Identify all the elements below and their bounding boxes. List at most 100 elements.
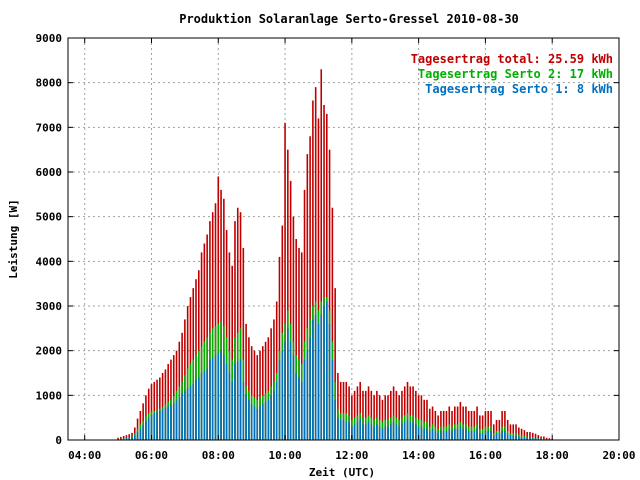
bar-total	[520, 428, 523, 440]
bar-serto1	[300, 381, 303, 440]
bar-serto1	[133, 435, 136, 440]
bar-serto1	[239, 359, 242, 440]
bar-serto1	[465, 428, 467, 440]
x-tick-label: 14:00	[402, 449, 435, 462]
bar-serto1	[306, 350, 309, 440]
bar-serto1	[456, 428, 459, 440]
y-axis-label: Leistung [W]	[7, 199, 20, 278]
bar-serto1	[139, 428, 142, 440]
bar-total	[125, 435, 128, 440]
bar-serto1	[434, 431, 437, 440]
bar-total	[259, 350, 261, 440]
bar-total	[270, 328, 272, 440]
bar-total	[317, 118, 320, 441]
bar-serto1	[275, 381, 278, 440]
bar-total	[356, 386, 359, 440]
bar-serto1	[534, 438, 537, 440]
bar-serto1	[195, 379, 197, 440]
bar-serto1	[317, 323, 320, 440]
bar-total	[545, 437, 548, 440]
bar-total	[289, 180, 292, 440]
bar-serto1	[234, 364, 236, 440]
bar-serto1	[337, 417, 339, 440]
legend-entry: Tagesertrag Serto 1: 8 kWh	[425, 82, 613, 96]
bar-serto1	[339, 419, 342, 440]
bar-serto1	[479, 433, 481, 440]
bar-total	[392, 386, 395, 440]
bar-total	[529, 431, 531, 440]
bar-total	[153, 381, 156, 440]
bar-serto1	[409, 422, 412, 440]
bar-serto1	[170, 405, 172, 440]
bar-total	[459, 402, 462, 440]
bar-total	[437, 415, 439, 440]
bar-serto1	[506, 433, 509, 440]
bar-serto1	[278, 359, 281, 440]
bar-total	[236, 207, 239, 440]
bar-serto1	[203, 370, 206, 440]
bar-serto1	[287, 328, 289, 440]
bar-total	[328, 149, 331, 441]
bar-serto1	[217, 352, 220, 440]
bar-total	[267, 337, 270, 440]
bar-serto1	[420, 426, 423, 440]
bar-total	[409, 386, 412, 440]
bar-serto1	[209, 359, 211, 440]
y-tick-label: 4000	[36, 255, 63, 268]
bar-total	[376, 390, 378, 440]
bar-serto1	[342, 419, 345, 440]
bar-serto1	[348, 422, 350, 440]
bar-serto1	[492, 435, 495, 440]
bar-total	[501, 410, 503, 440]
bar-total	[298, 247, 300, 440]
y-tick-label: 9000	[36, 32, 63, 45]
bar-total	[534, 433, 537, 440]
bar-serto1	[261, 404, 264, 440]
bar-serto1	[440, 431, 442, 440]
bar-serto1	[378, 426, 381, 440]
bar-total	[323, 105, 325, 440]
bar-total	[217, 176, 220, 440]
bar-total	[345, 381, 348, 440]
legend-entry: Tagesertrag total: 25.59 kWh	[411, 52, 613, 66]
x-tick-label: 16:00	[469, 449, 502, 462]
chart-title: Produktion Solaranlage Serto-Gressel 201…	[179, 12, 519, 26]
bar-total	[401, 390, 403, 440]
bar-total	[412, 386, 414, 440]
x-axis-ticks: 04:00 06:00 08:00 10:00 12:00 14:00 16:00 18:00…	[68, 38, 636, 462]
bar-serto1	[181, 393, 183, 440]
bar-serto1	[248, 399, 250, 440]
bar-total	[378, 395, 381, 440]
bar-serto1	[320, 314, 323, 440]
x-tick-label: 10:00	[268, 449, 301, 462]
y-tick-label: 7000	[36, 121, 63, 134]
bar-serto1	[501, 431, 503, 440]
bar-serto1	[403, 422, 406, 440]
bar-total	[314, 87, 317, 440]
bar-total	[504, 410, 506, 440]
bar-total	[223, 198, 225, 440]
bar-total	[231, 265, 233, 440]
bar-serto1	[159, 410, 161, 440]
bar-total	[465, 406, 467, 440]
bar-serto1	[495, 433, 498, 440]
bar-total	[206, 234, 208, 440]
bar-total	[367, 386, 370, 440]
bar-serto1	[529, 437, 531, 440]
bar-total	[403, 386, 406, 440]
bar-total	[398, 395, 400, 440]
bar-total	[451, 410, 453, 440]
bar-serto1	[451, 431, 453, 440]
bar-total	[337, 373, 339, 440]
bar-serto1	[136, 431, 139, 440]
bar-serto1	[512, 435, 515, 440]
bar-total	[228, 252, 231, 440]
bar-serto1	[345, 422, 348, 440]
bar-serto1	[406, 419, 409, 440]
y-tick-label: 0	[55, 434, 62, 447]
bar-serto1	[523, 437, 526, 440]
bar-serto1	[156, 412, 158, 440]
bar-total	[548, 438, 551, 440]
bar-total	[312, 100, 314, 440]
